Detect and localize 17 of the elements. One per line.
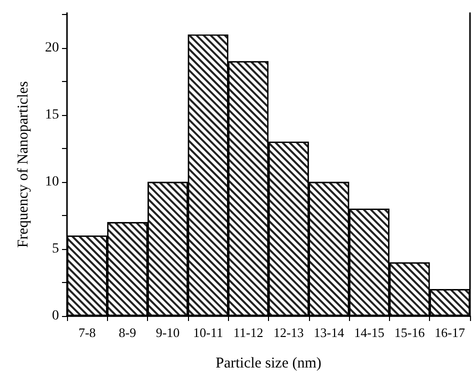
y-tick-label: 0	[52, 308, 59, 324]
y-tick-label: 15	[45, 107, 59, 122]
x-tick-label: 14-15	[354, 325, 384, 340]
x-tick-label: 7-8	[78, 325, 96, 340]
x-tick-label: 15-16	[394, 325, 426, 340]
x-tick-label: 9-10	[156, 325, 180, 340]
y-tick-label: 20	[45, 40, 59, 56]
y-axis-title: Frequency of Nanoparticles	[16, 81, 32, 248]
x-tick-label: 10-11	[193, 325, 223, 340]
x-tick-label: 12-13	[273, 325, 304, 340]
x-tick-label: 13-14	[314, 325, 345, 340]
y-tick-label: 10	[45, 174, 59, 190]
y-tick-label: 5	[52, 241, 59, 256]
x-tick-label: 11-12	[233, 325, 264, 340]
x-tick-label: 16-17	[434, 325, 466, 340]
x-tick-label: 8-9	[118, 325, 136, 340]
x-axis-title: Particle size (nm)	[216, 356, 322, 372]
